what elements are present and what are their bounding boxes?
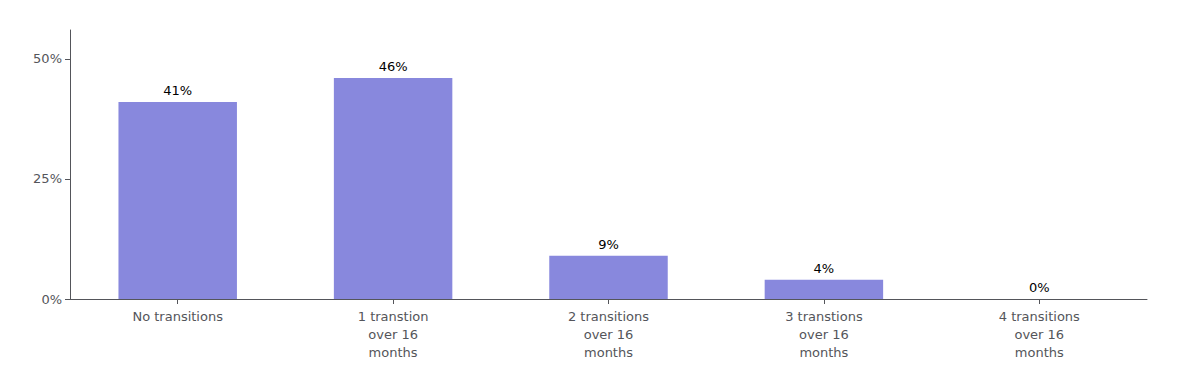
svg-text:over 16: over 16 [584, 327, 634, 342]
svg-text:41%: 41% [163, 83, 192, 98]
svg-text:No transitions: No transitions [132, 309, 223, 324]
svg-text:2 transitions: 2 transitions [568, 309, 649, 324]
svg-text:months: months [584, 345, 633, 360]
svg-text:months: months [369, 345, 418, 360]
svg-text:months: months [799, 345, 848, 360]
svg-text:over 16: over 16 [1014, 327, 1064, 342]
svg-text:50%: 50% [33, 51, 62, 66]
svg-text:over 16: over 16 [799, 327, 849, 342]
svg-text:1 transtion: 1 transtion [358, 309, 429, 324]
svg-text:0%: 0% [1029, 280, 1050, 295]
svg-text:over 16: over 16 [368, 327, 418, 342]
svg-text:3 transtions: 3 transtions [785, 309, 863, 324]
svg-text:9%: 9% [598, 237, 619, 252]
svg-text:4%: 4% [814, 261, 835, 276]
svg-text:46%: 46% [379, 59, 408, 74]
svg-text:months: months [1015, 345, 1064, 360]
svg-text:0%: 0% [41, 292, 62, 307]
svg-text:4 transitions: 4 transitions [999, 309, 1080, 324]
svg-text:25%: 25% [33, 171, 62, 186]
